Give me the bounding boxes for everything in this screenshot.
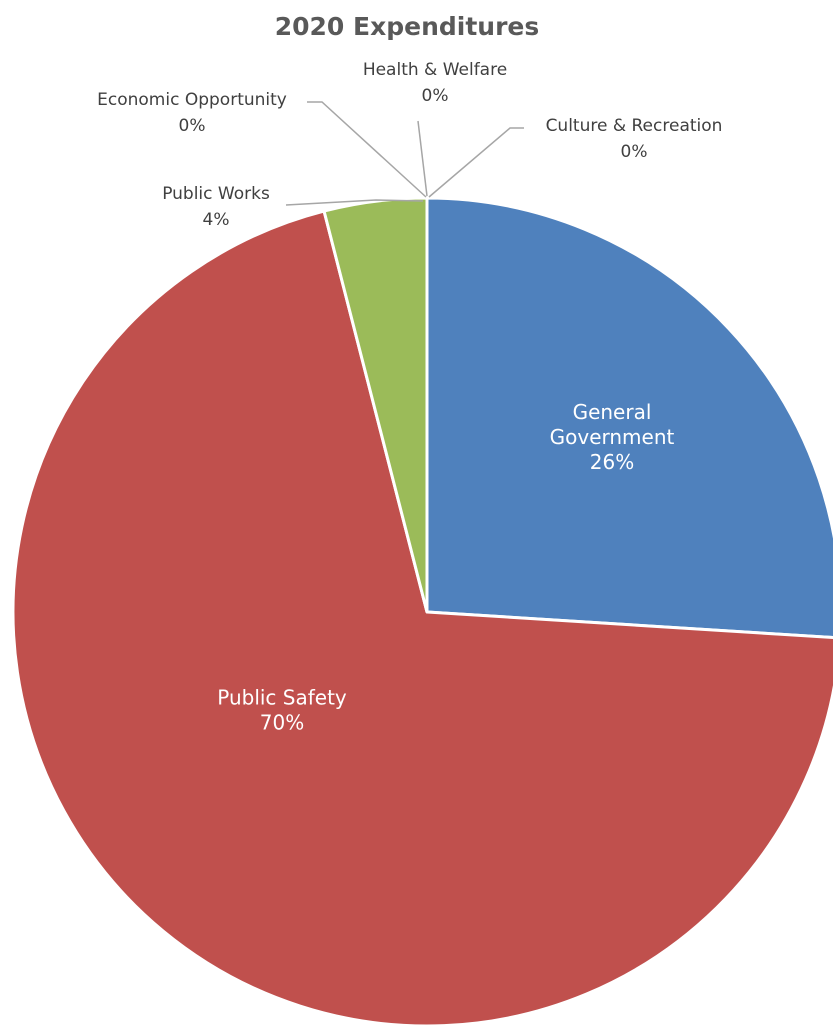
slice-public-works <box>322 196 429 614</box>
data-label-value: 26% <box>590 450 634 474</box>
data-label-culture-recreation: Culture & Recreation 0% <box>546 116 723 162</box>
data-label-category: General <box>573 400 652 424</box>
data-label-value: 0% <box>179 116 206 136</box>
data-label-category: Culture & Recreation <box>546 116 723 136</box>
data-label-general-government: General Government 26% <box>550 400 675 474</box>
data-label-public-works: Public Works 4% <box>162 184 270 230</box>
data-label-value: 0% <box>422 86 449 106</box>
data-label-health-welfare: Health & Welfare 0% <box>363 60 507 106</box>
chart-title: 2020 Expenditures <box>275 12 540 41</box>
leader-line-culture-recreation <box>428 127 524 198</box>
data-label-value: 70% <box>260 711 304 735</box>
slice-public-safety <box>11 209 833 1025</box>
data-label-category: Public Works <box>162 184 270 204</box>
data-label-category: Public Safety <box>217 686 347 710</box>
data-label-category: Government <box>550 425 675 449</box>
data-label-economic-opportunity: Economic Opportunity 0% <box>97 90 287 136</box>
leader-line-public-works <box>285 199 424 206</box>
slice-labels: General Government 26%Public Safety 70%Publ… <box>97 60 722 735</box>
data-label-category: Health & Welfare <box>363 60 507 80</box>
leader-line-health-welfare <box>417 120 428 197</box>
leader-lines <box>285 101 524 206</box>
data-label-category: Economic Opportunity <box>97 90 287 110</box>
pie-slices <box>11 196 833 1025</box>
data-label-value: 0% <box>621 142 648 162</box>
data-label-public-safety: Public Safety 70% <box>217 686 347 735</box>
leader-line-economic-opportunity <box>307 101 427 198</box>
slice-general-government <box>425 196 833 640</box>
data-label-value: 4% <box>203 210 230 230</box>
